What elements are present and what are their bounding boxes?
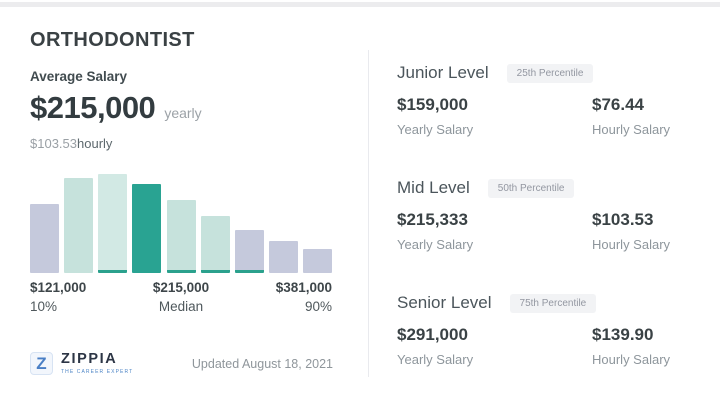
level-values: $215,333 Yearly Salary $103.53 Hourly Sa… — [397, 210, 700, 252]
hourly-stat-value: $76.44 — [592, 95, 644, 114]
hourly-stat-caption: Hourly Salary — [592, 237, 671, 252]
vertical-divider — [368, 50, 369, 377]
salary-levels-panel: Junior Level 25th Percentile $159,000 Ye… — [397, 63, 700, 404]
zippia-tagline: THE CAREER EXPERT — [61, 369, 134, 375]
average-hourly-row: $103.53 hourly — [30, 136, 112, 151]
level-name: Mid Level — [397, 178, 470, 197]
yearly-stat-caption: Yearly Salary — [397, 237, 474, 252]
histogram-bar — [303, 249, 332, 273]
axis-value-median: $215,000 — [152, 280, 210, 295]
histogram-bar — [132, 184, 162, 273]
level-name: Junior Level — [397, 63, 489, 82]
top-strip — [0, 2, 720, 7]
axis-caption-90th: 90% — [304, 299, 332, 314]
histogram-bars — [30, 174, 332, 273]
axis-value-90th: $381,000 — [275, 280, 332, 295]
yearly-stat: $291,000 Yearly Salary — [397, 325, 592, 367]
average-salary-label: Average Salary — [30, 69, 128, 84]
average-yearly-unit: yearly — [164, 105, 202, 121]
level-header: Junior Level 25th Percentile — [397, 63, 700, 83]
hourly-stat-value: $103.53 — [592, 210, 654, 229]
zippia-brand-name: ZIPPIA — [61, 351, 118, 367]
hourly-stat-caption: Hourly Salary — [592, 352, 671, 367]
axis-caption-median: Median — [158, 299, 204, 314]
yearly-stat-caption: Yearly Salary — [397, 352, 474, 367]
level-section-senior: Senior Level 75th Percentile $291,000 Ye… — [397, 293, 700, 367]
yearly-stat-value: $291,000 — [397, 325, 468, 344]
axis-group-10th: $121,000 10% — [30, 280, 86, 314]
hourly-stat-caption: Hourly Salary — [592, 122, 671, 137]
histogram-bar — [64, 178, 94, 273]
percentile-badge: 25th Percentile — [506, 63, 594, 83]
histogram-bar — [166, 200, 196, 273]
hourly-stat: $76.44 Hourly Salary — [592, 95, 700, 137]
histogram-bar — [30, 204, 59, 273]
histogram-bar — [234, 230, 264, 273]
yearly-stat: $159,000 Yearly Salary — [397, 95, 592, 137]
hourly-stat: $103.53 Hourly Salary — [592, 210, 700, 252]
page-title: ORTHODONTIST — [30, 29, 195, 51]
axis-group-median: $215,000 Median — [153, 280, 209, 314]
yearly-stat-caption: Yearly Salary — [397, 122, 474, 137]
hourly-stat: $139.90 Hourly Salary — [592, 325, 700, 367]
zippia-logo-icon: Z — [30, 351, 53, 375]
histogram-bar — [268, 241, 298, 273]
yearly-stat: $215,333 Yearly Salary — [397, 210, 592, 252]
axis-caption-10th: 10% — [30, 299, 58, 314]
histogram-axis-labels: $121,000 10% $215,000 Median $381,000 90… — [30, 280, 332, 314]
yearly-stat-value: $159,000 — [397, 95, 468, 114]
axis-group-90th: $381,000 90% — [276, 280, 332, 314]
level-section-junior: Junior Level 25th Percentile $159,000 Ye… — [397, 63, 700, 137]
level-header: Senior Level 75th Percentile — [397, 293, 700, 313]
level-values: $291,000 Yearly Salary $139.90 Hourly Sa… — [397, 325, 700, 367]
percentile-badge: 50th Percentile — [487, 178, 575, 198]
level-name: Senior Level — [397, 293, 492, 312]
average-yearly-value: $215,000 — [30, 90, 156, 125]
level-values: $159,000 Yearly Salary $76.44 Hourly Sal… — [397, 95, 700, 137]
average-hourly-value: $103.53 — [30, 136, 77, 151]
hourly-stat-value: $139.90 — [592, 325, 654, 344]
yearly-stat-value: $215,333 — [397, 210, 468, 229]
percentile-badge: 75th Percentile — [509, 293, 597, 313]
histogram-bar — [200, 216, 230, 273]
level-header: Mid Level 50th Percentile — [397, 178, 700, 198]
axis-value-10th: $121,000 — [30, 280, 87, 295]
average-yearly-row: $215,000 yearly — [30, 90, 202, 126]
updated-date: Updated August 18, 2021 — [191, 357, 333, 371]
level-section-mid: Mid Level 50th Percentile $215,333 Yearl… — [397, 178, 700, 252]
zippia-logo-text: ZIPPIA THE CAREER EXPERT — [61, 351, 133, 375]
histogram-bar — [98, 174, 128, 273]
zippia-logo: Z ZIPPIA THE CAREER EXPERT — [30, 351, 133, 375]
average-hourly-unit: hourly — [77, 136, 113, 151]
